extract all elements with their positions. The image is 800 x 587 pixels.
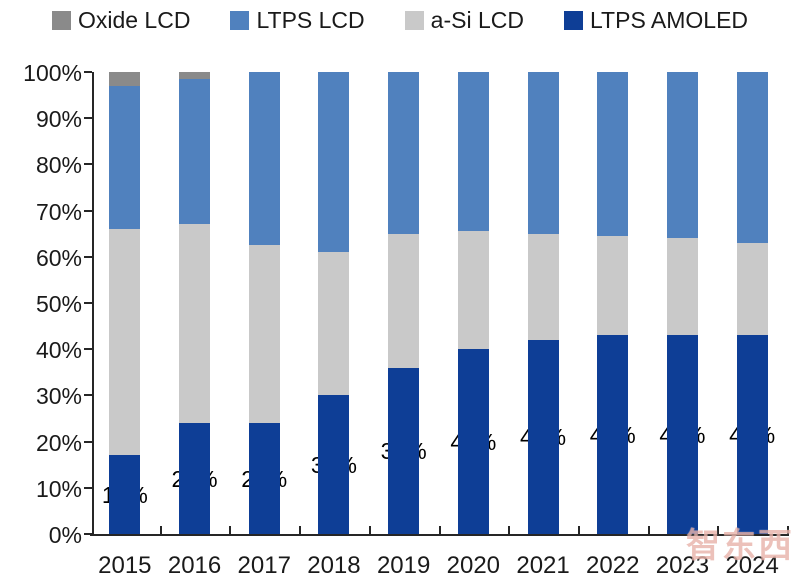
y-axis-tick-mark	[84, 117, 92, 120]
bar-segment-ltps-lcd	[388, 72, 420, 234]
x-axis-category-label: 2018	[307, 552, 361, 579]
x-axis-tick-mark	[508, 526, 511, 536]
bar-segment-ltps-lcd	[736, 72, 768, 243]
bar-segment-ltps-amoled	[248, 423, 280, 534]
x-axis-tick-mark	[368, 526, 371, 536]
x-axis-tick-mark	[159, 526, 162, 536]
bar-2019	[388, 72, 420, 534]
bar-2015	[109, 72, 141, 534]
legend-item-ltps-lcd: LTPS LCD	[230, 6, 365, 34]
legend-label: LTPS AMOLED	[589, 6, 749, 33]
chart-legend: Oxide LCD LTPS LCD a-Si LCD LTPS AMOLED	[0, 4, 800, 36]
bar-2016	[179, 72, 211, 534]
bar-segment-ltps-amoled	[527, 339, 559, 534]
bar-2021	[527, 72, 559, 534]
bar-segment-ltps-amoled	[388, 367, 420, 534]
x-axis-category-label: 2024	[725, 552, 779, 579]
y-axis-tick-label: 40%	[35, 337, 82, 364]
x-axis-category-label: 2017	[237, 552, 291, 579]
legend-label: a-Si LCD	[430, 6, 524, 33]
y-axis-tick-label: 70%	[35, 198, 82, 225]
bar-segment-a-si-lcd	[388, 233, 420, 368]
x-axis-tick-mark	[299, 526, 302, 536]
y-axis-tick-mark	[84, 302, 92, 304]
bar-2022	[597, 72, 629, 534]
y-axis-tick-mark	[84, 255, 92, 258]
bar-segment-ltps-amoled	[736, 335, 768, 534]
legend-item-ltps-amoled: LTPS AMOLED	[563, 6, 749, 34]
legend-label: LTPS LCD	[256, 6, 365, 33]
bar-segment-ltps-amoled	[457, 349, 489, 534]
x-axis-tick-mark	[647, 526, 650, 536]
bar-segment-ltps-amoled	[318, 395, 350, 534]
bar-segment-ltps-amoled	[597, 335, 629, 534]
bar-2018	[318, 72, 350, 534]
y-axis-tick-label: 50%	[35, 291, 82, 317]
bar-segment-ltps-amoled	[666, 335, 698, 534]
legend-label: Oxide LCD	[77, 6, 191, 33]
x-axis-tick-mark	[229, 526, 232, 536]
y-axis-tick-mark	[84, 209, 92, 212]
bar-segment-oxide-lcd	[109, 72, 141, 86]
bar-segment-ltps-lcd	[248, 72, 280, 246]
y-axis-line	[92, 72, 94, 536]
y-axis-tick-label: 20%	[35, 429, 82, 456]
y-axis-tick-label: 100%	[23, 60, 82, 86]
x-axis-tick-mark	[717, 526, 720, 536]
y-axis-tick-label: 10%	[35, 475, 82, 502]
bar-segment-ltps-amoled	[109, 455, 141, 534]
legend-swatch-icon	[230, 10, 250, 30]
bar-segment-a-si-lcd	[597, 236, 629, 336]
bar-segment-a-si-lcd	[457, 231, 489, 350]
x-axis-category-label: 2016	[167, 552, 222, 579]
x-axis-category-label: 2023	[655, 552, 710, 579]
y-axis-tick-mark	[84, 348, 92, 351]
bar-segment-a-si-lcd	[318, 252, 350, 396]
y-axis-tick-mark	[84, 440, 92, 443]
bar-segment-ltps-lcd	[527, 72, 559, 234]
bar-segment-oxide-lcd	[179, 72, 211, 79]
y-axis-tick-label: 60%	[35, 244, 82, 271]
x-axis-category-label: 2022	[586, 552, 640, 579]
legend-swatch-icon	[563, 10, 583, 30]
bar-2020	[457, 72, 489, 534]
bar-2023	[666, 72, 698, 534]
bar-segment-a-si-lcd	[179, 224, 211, 424]
legend-swatch-icon	[404, 10, 424, 30]
y-axis-tick-mark	[84, 163, 92, 166]
bar-segment-ltps-lcd	[179, 78, 211, 225]
bar-segment-a-si-lcd	[527, 233, 559, 340]
bar-segment-ltps-lcd	[597, 72, 629, 237]
x-axis-category-label: 2015	[98, 552, 152, 579]
y-axis-tick-label: 30%	[35, 383, 82, 410]
x-axis-tick-mark	[438, 526, 441, 536]
x-axis-category-label: 2021	[516, 552, 570, 579]
bar-segment-a-si-lcd	[736, 242, 768, 336]
y-axis-tick-label: 80%	[35, 152, 82, 179]
bar-2024	[736, 72, 768, 534]
legend-swatch-icon	[51, 10, 71, 30]
legend-item-asi-lcd: a-Si LCD	[404, 6, 524, 34]
y-axis-tick-mark	[84, 486, 92, 489]
bar-segment-ltps-amoled	[179, 423, 211, 534]
y-axis-tick-mark	[84, 533, 92, 535]
bar-segment-ltps-lcd	[666, 72, 698, 239]
bar-segment-ltps-lcd	[318, 72, 350, 253]
x-axis-tick-mark	[577, 526, 580, 536]
bar-segment-a-si-lcd	[666, 238, 698, 336]
legend-item-oxide-lcd: Oxide LCD	[51, 6, 191, 34]
bar-segment-a-si-lcd	[248, 245, 280, 424]
bar-segment-ltps-lcd	[457, 72, 489, 232]
bar-2017	[248, 72, 280, 534]
x-axis-category-label: 2020	[446, 552, 501, 579]
bar-segment-a-si-lcd	[109, 229, 141, 456]
y-axis-tick-label: 90%	[35, 106, 82, 133]
x-axis-tick-mark	[787, 526, 789, 536]
y-axis-tick-mark	[84, 394, 92, 397]
x-axis-category-label: 2019	[376, 552, 431, 579]
y-axis-tick-mark	[84, 71, 92, 73]
bar-segment-ltps-lcd	[109, 85, 141, 230]
y-axis-tick-label: 0%	[48, 522, 82, 548]
